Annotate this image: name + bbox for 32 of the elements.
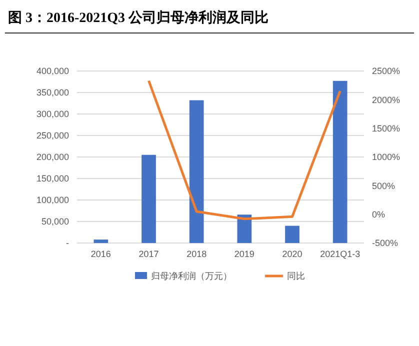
y-tick-label: 50,000 (41, 216, 69, 227)
y-tick-label: 250,000 (36, 130, 69, 141)
x-tick-label: 2019 (234, 249, 254, 259)
y2-tick-label: 0% (372, 209, 386, 220)
bar (94, 240, 108, 243)
y-tick-label: - (66, 238, 69, 248)
y2-tick-label: 1500% (372, 123, 400, 134)
y2-tick-label: 500% (372, 180, 396, 191)
bar (285, 226, 300, 243)
line-series (148, 79, 342, 220)
y2-tick-label: -500% (372, 238, 398, 248)
y-tick-label: 100,000 (36, 195, 69, 206)
x-tick-label: 2017 (138, 249, 159, 259)
x-tick-label: 2018 (186, 249, 207, 259)
y-tick-label: 300,000 (36, 109, 69, 120)
y2-tick-label: 1000% (372, 152, 400, 162)
y2-tick-label: 2500% (372, 66, 400, 76)
y-tick-label: 400,000 (36, 66, 69, 76)
y-tick-label: 200,000 (36, 152, 69, 162)
bar (332, 80, 348, 243)
y-tick-label: 350,000 (36, 88, 69, 98)
x-tick-label: 2016 (90, 249, 111, 259)
legend-label: 同比 (287, 271, 305, 282)
legend-label: 归母净利润（万元） (151, 271, 232, 282)
bar (237, 214, 252, 243)
bar (142, 154, 156, 243)
chart-title: 图 3：2016-2021Q3 公司归母净利润及同比 (8, 9, 269, 26)
x-tick-label: 2020 (282, 249, 302, 259)
bar (189, 100, 204, 243)
y-tick-label: 150,000 (36, 174, 69, 184)
y2-tick-label: 2000% (372, 94, 400, 105)
x-tick-label: 2021Q1-3 (320, 249, 360, 259)
